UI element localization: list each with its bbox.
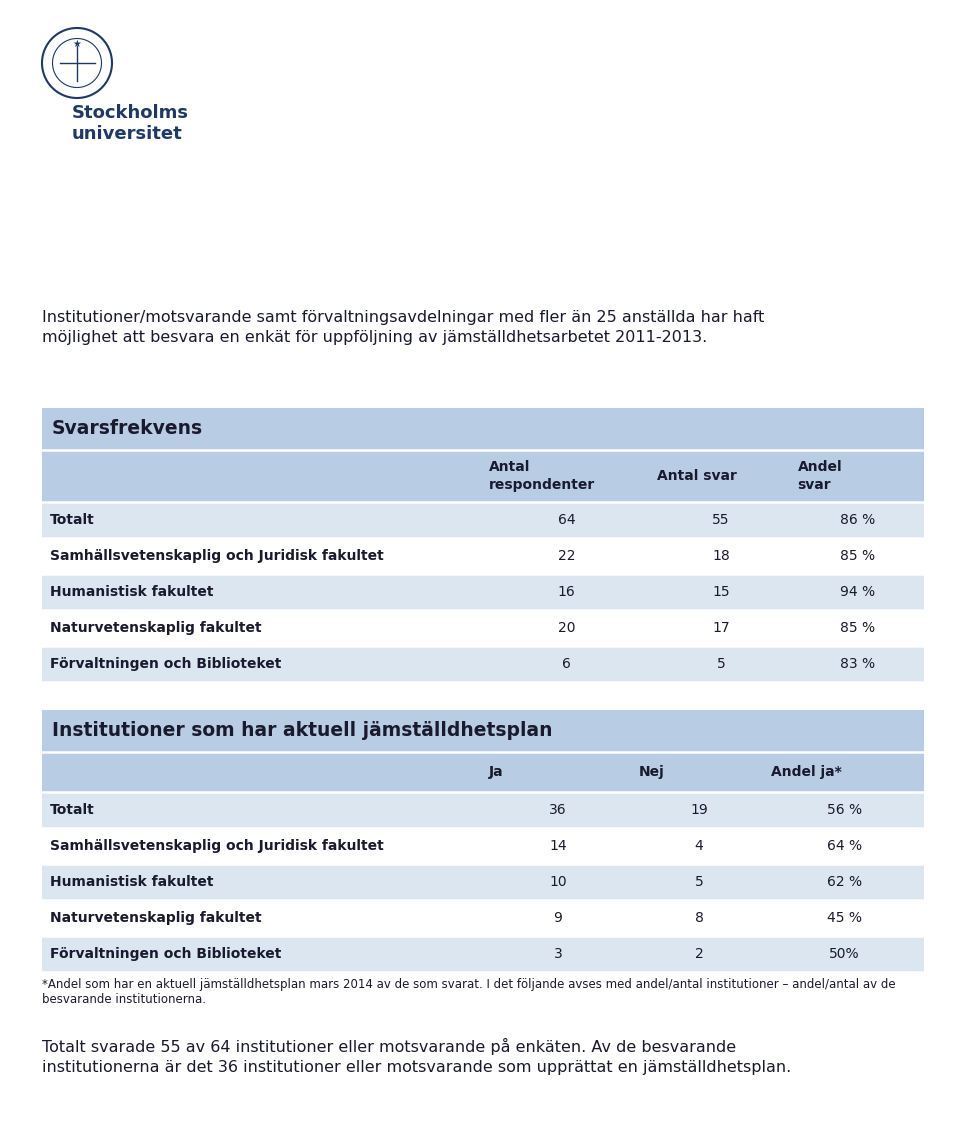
Text: 16: 16 <box>558 585 576 599</box>
Text: Naturvetenskaplig fakultet: Naturvetenskaplig fakultet <box>50 621 262 634</box>
Bar <box>42 610 924 646</box>
Text: Samhällsvetenskaplig och Juridisk fakultet: Samhällsvetenskaplig och Juridisk fakult… <box>50 549 384 563</box>
Text: 5: 5 <box>695 875 704 889</box>
Bar <box>42 538 924 575</box>
Text: 18: 18 <box>712 549 730 563</box>
Text: 36: 36 <box>549 803 566 817</box>
Text: 83 %: 83 % <box>840 657 876 671</box>
Bar <box>42 936 924 972</box>
Bar <box>42 502 924 538</box>
Text: Totalt: Totalt <box>50 803 95 817</box>
Text: Ja: Ja <box>489 765 504 779</box>
Text: 17: 17 <box>712 621 730 634</box>
Text: 10: 10 <box>549 875 566 889</box>
Bar <box>42 450 924 502</box>
Text: Institutioner/motsvarande samt förvaltningsavdelningar med fler än 25 anställda : Institutioner/motsvarande samt förvaltni… <box>42 310 764 345</box>
Text: Antal
respondenter: Antal respondenter <box>489 460 595 492</box>
Text: 3: 3 <box>554 947 563 961</box>
Text: Samhällsvetenskaplig och Juridisk fakultet: Samhällsvetenskaplig och Juridisk fakult… <box>50 839 384 853</box>
Text: Svarsfrekvens: Svarsfrekvens <box>52 420 204 439</box>
Text: 2: 2 <box>695 947 704 961</box>
Text: 85 %: 85 % <box>840 549 876 563</box>
Text: *Andel som har en aktuell jämställdhetsplan mars 2014 av de som svarat. I det fö: *Andel som har en aktuell jämställdhetsp… <box>42 978 896 1005</box>
Text: 56 %: 56 % <box>828 803 862 817</box>
Bar <box>42 408 924 450</box>
Text: 94 %: 94 % <box>840 585 876 599</box>
Text: 86 %: 86 % <box>840 513 876 527</box>
Text: 50%: 50% <box>829 947 860 961</box>
Bar <box>42 900 924 936</box>
Text: Humanistisk fakultet: Humanistisk fakultet <box>50 585 213 599</box>
Text: 19: 19 <box>690 803 708 817</box>
Text: Totalt: Totalt <box>50 513 95 527</box>
Text: 85 %: 85 % <box>840 621 876 634</box>
Bar <box>42 710 924 752</box>
Text: Förvaltningen och Biblioteket: Förvaltningen och Biblioteket <box>50 947 281 961</box>
Text: 8: 8 <box>695 910 704 925</box>
Text: Totalt svarade 55 av 64 institutioner eller motsvarande på enkäten. Av de besvar: Totalt svarade 55 av 64 institutioner el… <box>42 1038 791 1074</box>
Text: Nej: Nej <box>639 765 664 779</box>
Text: Antal svar: Antal svar <box>657 469 736 483</box>
Bar <box>42 575 924 610</box>
Text: 45 %: 45 % <box>828 910 862 925</box>
Text: ★: ★ <box>73 38 82 49</box>
Text: 64 %: 64 % <box>828 839 862 853</box>
Bar <box>42 792 924 828</box>
Text: 14: 14 <box>549 839 566 853</box>
Text: Andel ja*: Andel ja* <box>771 765 842 779</box>
Text: Institutioner som har aktuell jämställdhetsplan: Institutioner som har aktuell jämställdh… <box>52 722 553 741</box>
Text: 20: 20 <box>558 621 576 634</box>
Text: 64: 64 <box>558 513 576 527</box>
Bar <box>42 864 924 900</box>
Bar <box>42 828 924 864</box>
Text: Humanistisk fakultet: Humanistisk fakultet <box>50 875 213 889</box>
Bar <box>42 752 924 792</box>
Text: 22: 22 <box>558 549 576 563</box>
Text: 4: 4 <box>695 839 704 853</box>
Text: 15: 15 <box>712 585 730 599</box>
Text: 5: 5 <box>717 657 726 671</box>
Text: Förvaltningen och Biblioteket: Förvaltningen och Biblioteket <box>50 657 281 671</box>
Text: 62 %: 62 % <box>828 875 862 889</box>
Text: 6: 6 <box>563 657 571 671</box>
Text: 55: 55 <box>712 513 730 527</box>
Text: 9: 9 <box>554 910 563 925</box>
Text: Stockholms
universitet: Stockholms universitet <box>72 104 189 143</box>
Text: Naturvetenskaplig fakultet: Naturvetenskaplig fakultet <box>50 910 262 925</box>
Bar <box>42 646 924 682</box>
Text: Andel
svar: Andel svar <box>798 460 842 492</box>
